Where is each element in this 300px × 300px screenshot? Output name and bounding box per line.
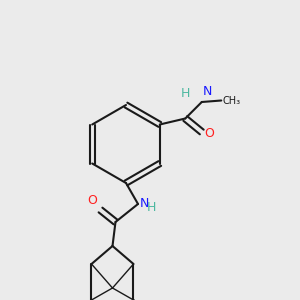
- Text: N: N: [202, 85, 212, 98]
- Text: N: N: [140, 197, 149, 210]
- Text: H: H: [147, 201, 156, 214]
- Text: H: H: [180, 87, 190, 100]
- Text: CH₃: CH₃: [223, 95, 241, 106]
- Text: O: O: [88, 194, 98, 207]
- Text: O: O: [204, 127, 214, 140]
